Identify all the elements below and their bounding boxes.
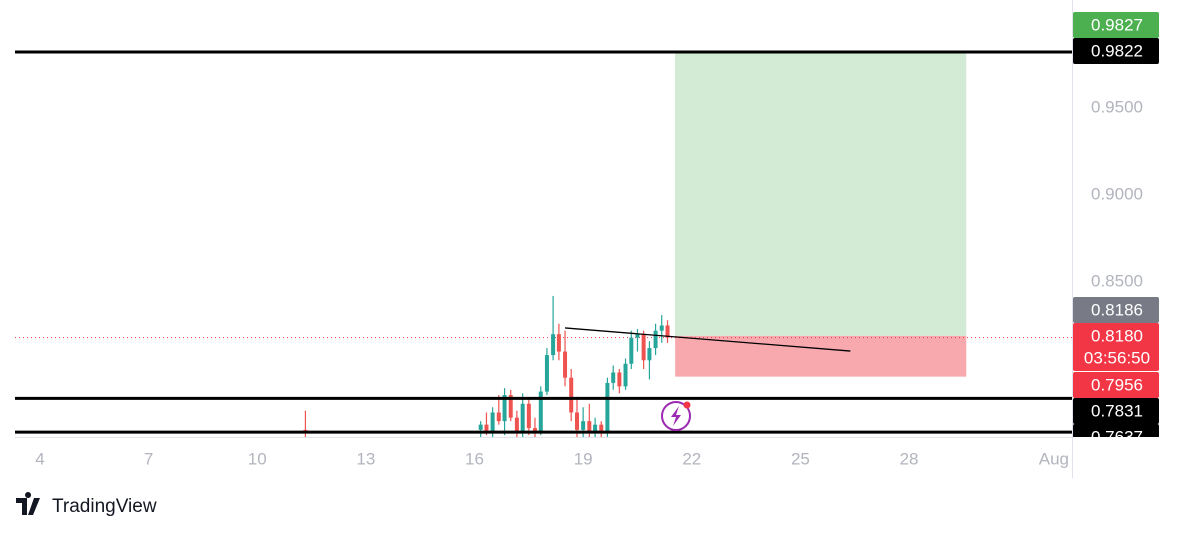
- x-tick-label: 22: [682, 449, 701, 468]
- price-label: 0.9827: [1091, 15, 1143, 34]
- price-label-box: [1073, 372, 1159, 398]
- candle-body: [514, 417, 519, 434]
- price-label-box: [1073, 398, 1159, 424]
- price-label-box: [1073, 297, 1159, 323]
- candle-body: [556, 334, 561, 352]
- price-label: 0.7956: [1091, 375, 1143, 394]
- x-tick-label: 4: [35, 449, 44, 468]
- candle-body: [484, 424, 489, 432]
- x-tick-label: 7: [144, 449, 153, 468]
- candle-body: [611, 372, 616, 383]
- candle-body: [623, 363, 628, 387]
- brand-name: TradingView: [52, 496, 157, 517]
- candle-body: [617, 372, 622, 387]
- candle-body: [635, 334, 640, 338]
- price-label-box: [1073, 323, 1159, 371]
- candle-body: [544, 355, 549, 392]
- alert-icon: [661, 401, 691, 431]
- x-tick-label: 16: [465, 449, 484, 468]
- position-profit: [675, 52, 967, 336]
- candle-body: [563, 351, 568, 378]
- price-labels: 0.9827 0.9822 0.8186 0.8180 03:56:50 0.7956 0.…: [1073, 12, 1159, 446]
- candle-body: [526, 403, 531, 429]
- x-tick-label: 25: [791, 449, 810, 468]
- x-tick-label: 10: [248, 449, 267, 468]
- x-tick-label: Aug: [1039, 449, 1069, 468]
- price-label-box: [1073, 38, 1159, 64]
- y-tick-label: 0.8500: [1091, 271, 1143, 290]
- overlay: 0.8500 0.9000 0.9500 4 7 10 13 16 19 22 25 28 Aug: [15, 50, 1143, 468]
- candle-body: [581, 421, 586, 430]
- candle-body: [502, 395, 507, 422]
- candle-body: [659, 325, 664, 331]
- y-tick-label: 0.9000: [1091, 184, 1143, 203]
- x-tick-label: 28: [900, 449, 919, 468]
- candle-body: [587, 421, 592, 432]
- alert-icon-bolt: [671, 406, 681, 426]
- price-label: 0.7637: [1091, 427, 1143, 446]
- candle-body: [641, 334, 646, 361]
- price-label: 0.7831: [1091, 401, 1143, 420]
- price-label: 0.8186: [1091, 300, 1143, 319]
- candle-body: [574, 412, 579, 430]
- x-tick-label: 13: [356, 449, 375, 468]
- candle-body: [665, 325, 670, 338]
- position-loss: [675, 335, 967, 377]
- candle-body: [551, 334, 556, 356]
- candle-body: [508, 395, 513, 418]
- price-label-box: [1073, 424, 1159, 437]
- alert-icon-dot: [683, 401, 691, 409]
- candle-body: [569, 377, 574, 413]
- candle-body: [605, 382, 610, 434]
- trend-line: [564, 327, 851, 352]
- candle-body: [496, 412, 501, 422]
- countdown: 03:56:50: [1084, 348, 1150, 367]
- candle-body: [538, 391, 543, 434]
- candle-body: [647, 348, 652, 361]
- x-tick-label: 19: [574, 449, 593, 468]
- candle-body: [629, 337, 634, 364]
- candle-body: [599, 424, 604, 434]
- tradingview-logo: TradingView: [16, 492, 157, 517]
- candle-body: [653, 330, 658, 349]
- y-tick-label: 0.9500: [1091, 98, 1143, 117]
- price-label-box: [1073, 12, 1159, 38]
- price-label: 0.9822: [1091, 41, 1143, 60]
- price-label: 0.8180: [1091, 326, 1143, 345]
- candle-body: [478, 424, 483, 430]
- candle-body: [593, 424, 598, 432]
- candle-body: [490, 412, 495, 432]
- candle-body: [520, 403, 525, 434]
